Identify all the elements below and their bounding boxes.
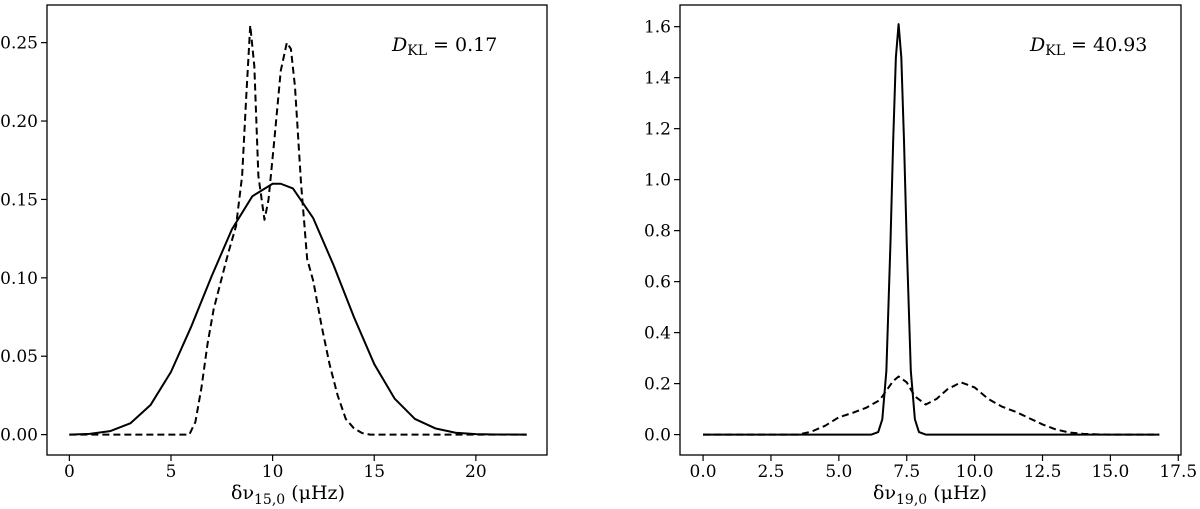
left-series-dashed-line [69, 24, 527, 436]
left-x-tick-label: 5 [166, 462, 177, 482]
right-x-axis-label: δν19,0 (μHz) [873, 482, 987, 508]
left-x-tick-label: 10 [262, 462, 284, 482]
right-x-tick-label: 15.0 [1091, 462, 1129, 482]
left-y-tick-label: 0.25 [0, 34, 38, 54]
right-y-tick-label: 0.6 [644, 273, 671, 293]
right-x-tick-label: 2.5 [757, 462, 784, 482]
right-x-tick-label: 5.0 [825, 462, 852, 482]
left-plot-area: 0 5 10 15 20 0.00 0.05 0.10 0.15 0.20 0.25 [0, 4, 548, 482]
right-series-solid-line [703, 23, 1160, 436]
left-x-axis-label: δν15,0 (μHz) [231, 482, 345, 508]
left-panel: 0 5 10 15 20 0.00 0.05 0.10 0.15 0.20 0.25 DKL = 0… [0, 4, 548, 508]
right-x-tick-label: 10.0 [956, 462, 994, 482]
left-x-tick-label: 15 [363, 462, 385, 482]
right-y-tick-label: 0.0 [644, 426, 671, 446]
left-axes-frame [46, 4, 548, 456]
left-y-tick-label: 0.10 [0, 269, 38, 289]
left-x-tick-label: 20 [465, 462, 487, 482]
right-panel: 0.0 2.5 5.0 7.5 10.0 12.5 15.0 17.5 0.0 0.2 0.4 0.6… [644, 4, 1197, 508]
right-y-tick-label: 0.4 [644, 324, 671, 344]
right-x-tick-label: 7.5 [893, 462, 920, 482]
right-y-tick-label: 1.6 [644, 18, 671, 38]
left-series-solid-line [69, 182, 527, 436]
left-y-tick-label: 0.20 [0, 112, 38, 132]
right-series-dashed-line [703, 375, 1160, 436]
right-x-tick-label: 0.0 [690, 462, 717, 482]
left-y-tick-label: 0.15 [0, 190, 38, 210]
left-y-tick-label: 0.00 [0, 426, 38, 446]
left-dkl-annotation: DKL = 0.17 [391, 34, 497, 59]
right-y-tick-label: 1.4 [644, 69, 671, 89]
right-axes-frame [679, 4, 1182, 456]
left-y-tick-label: 0.05 [0, 347, 38, 367]
right-y-tick-label: 0.8 [644, 222, 671, 242]
right-x-tick-label: 17.5 [1159, 462, 1197, 482]
right-x-tick-label: 12.5 [1024, 462, 1062, 482]
right-y-tick-label: 1.0 [644, 171, 671, 191]
left-x-tick-label: 0 [64, 462, 75, 482]
right-y-tick-label: 0.2 [644, 375, 671, 395]
right-plot-area: 0.0 2.5 5.0 7.5 10.0 12.5 15.0 17.5 0.0 0.2 0.4 0.6… [644, 4, 1197, 482]
right-dkl-annotation: DKL = 40.93 [1029, 34, 1147, 59]
right-y-tick-label: 1.2 [644, 120, 671, 140]
